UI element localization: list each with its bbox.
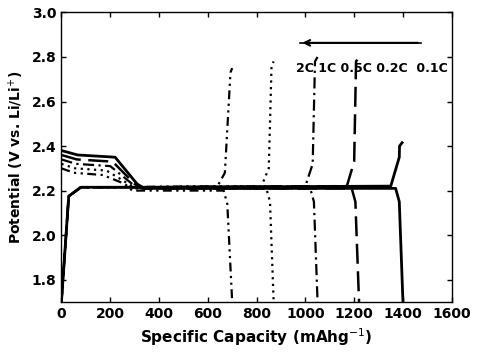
X-axis label: Specific Capacity (mAhg$^{-1}$): Specific Capacity (mAhg$^{-1}$) <box>140 326 373 348</box>
Text: 2C 1C 0.5C 0.2C  0.1C: 2C 1C 0.5C 0.2C 0.1C <box>295 62 447 75</box>
Y-axis label: Potential (V vs. Li/Li$^{+}$): Potential (V vs. Li/Li$^{+}$) <box>7 71 26 244</box>
